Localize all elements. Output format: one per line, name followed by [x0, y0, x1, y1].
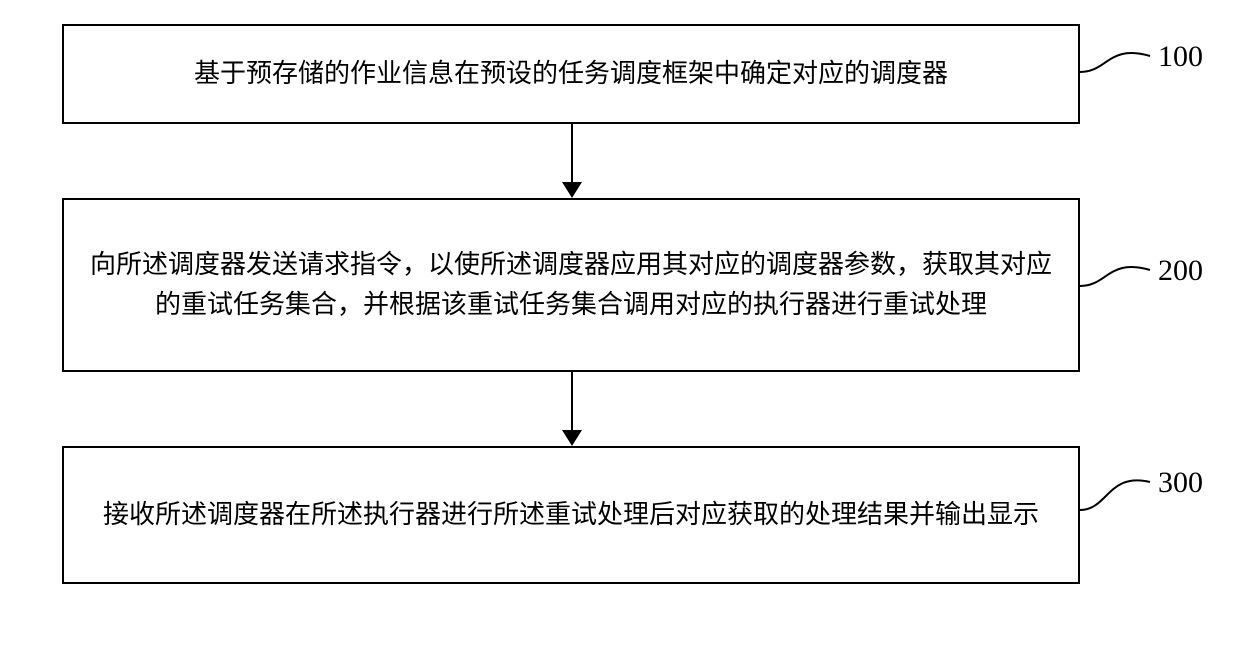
flow-arrow-2 [571, 372, 573, 430]
callout-curve-2 [1078, 250, 1158, 294]
flowchart-canvas: 基于预存储的作业信息在预设的任务调度框架中确定对应的调度器向所述调度器发送请求指… [0, 0, 1240, 657]
flow-node-text: 基于预存储的作业信息在预设的任务调度框架中确定对应的调度器 [194, 54, 948, 94]
flow-node-text: 向所述调度器发送请求指令，以使所述调度器应用其对应的调度器参数，获取其对应的重试… [84, 245, 1058, 326]
step-label-100: 100 [1158, 40, 1203, 74]
step-label-300: 300 [1158, 466, 1203, 500]
flow-arrow-1 [571, 124, 573, 182]
callout-curve-3 [1078, 464, 1158, 518]
flow-arrow-head-1 [562, 182, 582, 198]
flow-node-2: 向所述调度器发送请求指令，以使所述调度器应用其对应的调度器参数，获取其对应的重试… [62, 198, 1080, 372]
step-label-200: 200 [1158, 254, 1203, 288]
flow-node-3: 接收所述调度器在所述执行器进行所述重试处理后对应获取的处理结果并输出显示 [62, 446, 1080, 584]
flow-node-1: 基于预存储的作业信息在预设的任务调度框架中确定对应的调度器 [62, 24, 1080, 124]
flow-arrow-head-2 [562, 430, 582, 446]
flow-node-text: 接收所述调度器在所述执行器进行所述重试处理后对应获取的处理结果并输出显示 [103, 495, 1039, 535]
callout-curve-1 [1078, 36, 1158, 80]
